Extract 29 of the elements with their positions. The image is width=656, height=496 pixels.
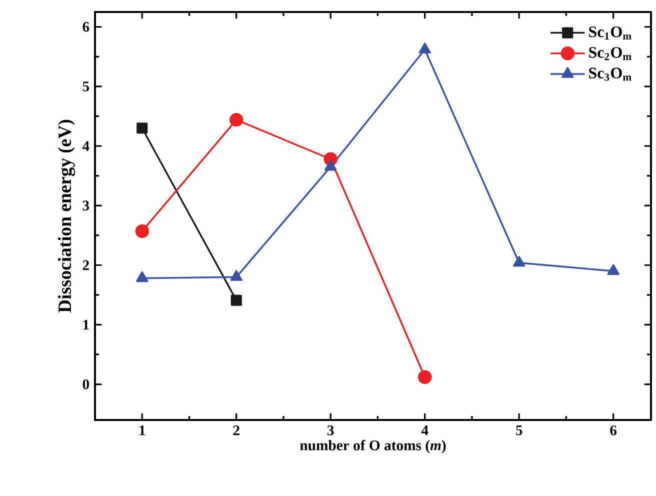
point [229,112,244,127]
point [324,160,337,171]
point [230,294,242,306]
legend-label: Sc$_{1}$O$_{m}$ [589,26,632,40]
y-tick-label: 0 [82,379,89,390]
legend-label: Sc$_{2}$O$_{m}$ [589,47,632,60]
y-axis-title: Dissociation energy (eV) [58,120,75,313]
y-tick-label: 5 [82,82,90,92]
point [607,264,620,275]
point [136,271,148,282]
y-tick-label: 2 [82,260,89,270]
y-tick-label: 3 [82,200,90,211]
point [418,42,431,54]
x-tick-label: 5 [516,425,522,436]
x-tick-label: 6 [610,425,617,436]
point [230,270,242,281]
x-axis-title: number of O atoms (m) [300,440,446,454]
y-tick-label: 1 [83,320,89,330]
point [135,224,149,238]
legend-label: Sc$_{3}$O$_{m}$ [589,68,632,81]
x-tick-label: 4 [421,425,428,436]
point [136,122,148,134]
x-tick-label: 1 [140,425,146,436]
x-tick-label: 3 [327,425,334,436]
y-tick-label: 4 [82,141,90,151]
point [513,256,526,267]
x-tick-label: 2 [233,425,240,436]
point [418,370,432,384]
y-tick-label: 6 [82,22,90,32]
